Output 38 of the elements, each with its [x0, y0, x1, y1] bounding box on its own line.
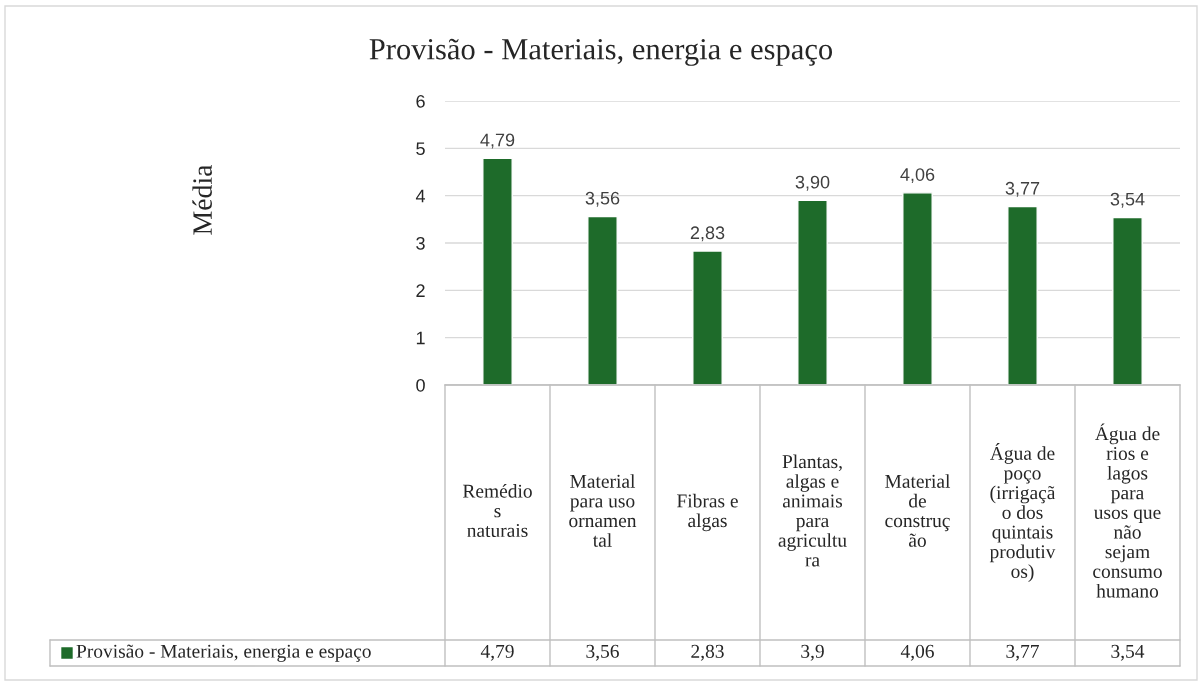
chart-title: Provisão - Materiais, energia e espaço — [369, 38, 833, 66]
data-label: 3,56 — [585, 191, 620, 207]
x-tick-label: Fibras e algas — [677, 493, 738, 532]
bar — [902, 192, 933, 385]
x-tick-label: Remédio s naturais — [462, 484, 532, 538]
text: 3,54 — [1111, 644, 1145, 661]
x-tick-label: Plantas, algas e animais para agricultu ra — [778, 454, 847, 567]
data-label: 2,83 — [690, 226, 725, 242]
data-label: 3,90 — [795, 175, 830, 191]
category-label: Água de rios e lagos para usos que não sejam consumo humano — [1093, 423, 1162, 598]
bar — [587, 215, 618, 385]
data-label: 4,06 — [900, 168, 935, 184]
bar — [797, 199, 828, 385]
y-tick-label: 1 — [416, 331, 425, 345]
bar — [1112, 216, 1143, 385]
x-tick-label: Água de poço (irrigaçã o dos quintais produtiv os) — [989, 443, 1056, 582]
text: 3,56 — [586, 644, 619, 661]
text: 4,79 — [480, 644, 514, 661]
legend-label: Provisão - Materiais, energia e espaço — [76, 644, 371, 662]
x-tick-label: Material de construç ão — [885, 474, 951, 547]
bar — [692, 250, 723, 385]
text: Média — [192, 164, 212, 235]
y-tick-label: 4 — [415, 189, 426, 203]
text: 4,06 — [900, 644, 934, 661]
y-tick-label: 6 — [416, 94, 425, 108]
y-tick-label: 2 — [416, 284, 425, 297]
text: 2,83 — [691, 644, 724, 661]
text: 3,77 — [1006, 644, 1039, 661]
y-tick-label: 5 — [416, 142, 425, 156]
text: 3,9 — [801, 644, 824, 661]
bar — [482, 157, 513, 385]
x-tick-label: Material para uso ornamen tal — [569, 474, 637, 547]
data-label: 4,79 — [480, 133, 515, 149]
bar — [1007, 205, 1038, 385]
data-label: 3,77 — [1005, 181, 1040, 197]
y-tick-label: 0 — [416, 378, 425, 392]
y-tick-label: 3 — [416, 236, 425, 250]
data-label: 3,54 — [1110, 192, 1145, 208]
